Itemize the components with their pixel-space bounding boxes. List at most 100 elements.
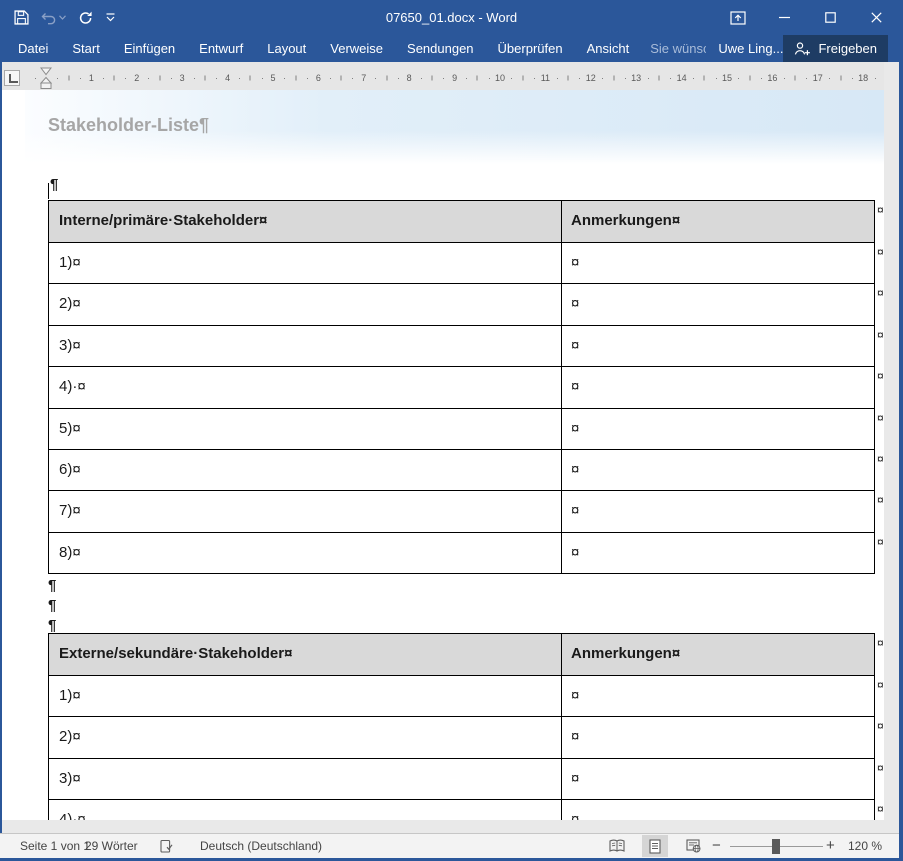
ruler-number: 11 (540, 73, 551, 83)
table-cell[interactable]: 3)¤ (49, 758, 562, 800)
document-heading[interactable]: Stakeholder-Liste¶ (48, 115, 210, 135)
paragraph-mark: ¶ (48, 617, 57, 634)
table-cell[interactable]: ¤ (571, 543, 580, 561)
language-status[interactable]: Deutsch (Deutschland) (200, 839, 323, 853)
ruler-dot (307, 77, 309, 79)
table-cell[interactable]: ¤ (571, 460, 580, 478)
read-mode-icon[interactable] (604, 835, 630, 857)
row-end-mark: ¤ (877, 245, 884, 259)
ruler-dot (715, 77, 717, 79)
table-row: 3)¤ ¤ (49, 324, 874, 367)
table-cell[interactable]: ¤ (571, 811, 580, 820)
paragraph-mark: ¶ (50, 176, 59, 193)
row-end-mark: ¤ (877, 410, 884, 425)
table-header-cell[interactable]: Anmerkungen¤ (571, 645, 681, 662)
web-layout-icon[interactable] (680, 835, 706, 857)
word-count[interactable]: 29 Wörter (85, 839, 138, 853)
table-cell[interactable]: ¤ (571, 295, 580, 313)
zoom-level[interactable]: 120 % (848, 839, 883, 853)
page-count[interactable]: Seite 1 von 1 (20, 839, 91, 853)
stakeholder-table-1[interactable]: Interne/primäre·Stakeholder¤ Anmerkungen¤… (48, 200, 875, 575)
chevron-down-icon[interactable] (59, 15, 66, 20)
ruler-tick (794, 75, 796, 81)
heading-band (25, 90, 884, 164)
undo-icon[interactable] (41, 11, 66, 25)
table-cell[interactable]: ¤ (571, 687, 580, 704)
ruler-dot (284, 77, 286, 79)
table-header-cell[interactable]: Externe/sekundäre·Stakeholder¤ (49, 634, 562, 675)
tab-stop-selector[interactable] (4, 70, 20, 86)
paragraph-mark: ¶ (48, 577, 57, 594)
tell-me-label: Sie wünsc (650, 41, 707, 56)
user-account-label[interactable]: Uwe Ling... (718, 41, 784, 56)
ribbon-display-options-icon[interactable] (715, 0, 761, 35)
tab-überprüfen[interactable]: Überprüfen (497, 41, 563, 56)
ruler-dot (783, 77, 785, 79)
minimize-button[interactable] (761, 0, 807, 35)
zoom-slider-thumb[interactable] (772, 839, 780, 854)
table-cell[interactable]: ¤ (571, 728, 580, 746)
table-cell[interactable]: 8)¤ (49, 532, 562, 574)
table-cell[interactable]: 4)·¤ (49, 367, 562, 408)
ruler-dot (148, 77, 150, 79)
tab-start[interactable]: Start (72, 41, 100, 56)
table-cell[interactable]: ¤ (571, 419, 580, 437)
document-page[interactable]: Stakeholder-Liste¶ ¶ Interne/primäre·Sta… (0, 90, 884, 820)
close-button[interactable] (853, 0, 899, 35)
stakeholder-table-2[interactable]: Externe/sekundäre·Stakeholder¤ Anmerkunge… (48, 633, 875, 820)
ruler-tick (749, 75, 751, 81)
table-header-cell[interactable]: Anmerkungen¤ (571, 212, 681, 229)
table-cell[interactable]: 7)¤ (49, 491, 562, 532)
table-cell[interactable]: 2)¤ (49, 717, 562, 758)
table-header-row: Interne/primäre·Stakeholder¤ Anmerkungen¤ (49, 201, 874, 242)
table-cell[interactable]: ¤ (571, 502, 580, 520)
zoom-out-button[interactable]: − (712, 837, 721, 854)
ruler-number: 6 (315, 73, 321, 83)
tab-verweise[interactable]: Verweise (330, 41, 384, 56)
horizontal-scrollbar[interactable] (0, 820, 899, 833)
customize-quick-access-icon[interactable] (106, 13, 115, 22)
ruler-tick (386, 75, 387, 81)
table-cell[interactable]: ¤ (571, 336, 580, 354)
vertical-scrollbar[interactable] (884, 62, 899, 833)
tab-layout[interactable]: Layout (267, 41, 307, 56)
table-cell[interactable]: 1)¤ (49, 676, 562, 717)
ruler-dot (556, 77, 558, 79)
table-cell[interactable]: ¤ (571, 254, 580, 271)
tab-sendungen[interactable]: Sendungen (407, 41, 474, 56)
row-end-mark: ¤ (877, 534, 884, 549)
text-cursor (48, 183, 49, 199)
proofing-icon[interactable] (156, 835, 176, 857)
tab-einfügen[interactable]: Einfügen (123, 41, 176, 56)
tab-entwurf[interactable]: Entwurf (199, 41, 244, 56)
tab-ansicht[interactable]: Ansicht (586, 41, 630, 56)
title-bar: 07650_01.docx - Word (0, 0, 903, 35)
ruler-tick (840, 75, 841, 81)
table-cell[interactable]: 3)¤ (49, 325, 562, 367)
tell-me-box[interactable]: Sie wünsc (645, 41, 706, 57)
table-cell[interactable]: 4)·¤ (49, 800, 562, 820)
ruler-tick (249, 75, 251, 81)
table-cell[interactable]: ¤ (571, 378, 580, 396)
table-cell[interactable]: 2)¤ (49, 284, 562, 325)
row-end-mark: ¤ (877, 327, 884, 342)
table-cell[interactable]: 5)¤ (49, 408, 562, 449)
row-end-mark: ¤ (877, 760, 884, 775)
tab-datei[interactable]: Datei (18, 41, 49, 56)
save-icon[interactable] (14, 10, 29, 25)
ruler-number: 14 (676, 73, 687, 83)
table-cell[interactable]: 1)¤ (49, 243, 562, 284)
ruler-number: 8 (406, 73, 412, 83)
row-end-mark: ¤ (877, 203, 884, 217)
table-cell[interactable]: 6)¤ (49, 449, 562, 491)
table-header-cell[interactable]: Interne/primäre·Stakeholder¤ (49, 201, 562, 242)
maximize-button[interactable] (807, 0, 853, 35)
redo-icon[interactable] (78, 10, 94, 26)
table-row: 3)¤ ¤ (49, 757, 874, 800)
share-button[interactable]: Freigeben (783, 35, 888, 62)
table-cell[interactable]: ¤ (571, 769, 580, 787)
indent-markers[interactable] (39, 67, 53, 95)
ruler-tick (703, 75, 705, 81)
zoom-in-button[interactable]: + (826, 837, 835, 854)
print-layout-icon[interactable] (642, 835, 668, 857)
